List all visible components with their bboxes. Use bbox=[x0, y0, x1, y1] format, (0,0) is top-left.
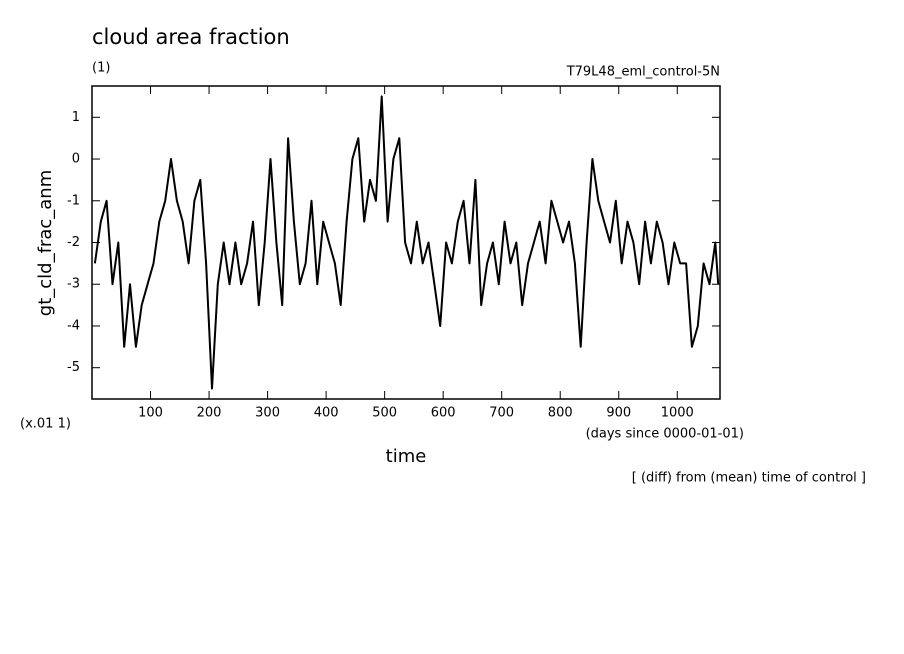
data-line bbox=[93, 95, 720, 390]
x-tick-label: 200 bbox=[197, 406, 222, 421]
run-label: T79L48_eml_control-5N bbox=[566, 65, 720, 80]
y-tick-label: -5 bbox=[67, 360, 80, 375]
y-tick-label: -2 bbox=[67, 235, 80, 250]
x-tick-label: 300 bbox=[255, 406, 280, 421]
y-tick-label: 1 bbox=[72, 110, 80, 125]
y-tick-label: -3 bbox=[67, 277, 80, 292]
x-tick-label: 800 bbox=[548, 406, 573, 421]
subtitle: (1) bbox=[92, 61, 110, 76]
y-tick-label: -4 bbox=[67, 318, 80, 333]
x-unit-label: (days since 0000-01-01) bbox=[586, 427, 744, 442]
x-tick-label: 1000 bbox=[661, 406, 694, 421]
y-tick-label: -1 bbox=[67, 193, 80, 208]
y-unit-label: (x.01 1) bbox=[20, 417, 71, 432]
annotation: [ (diff) from (mean) time of control ] bbox=[632, 471, 866, 486]
x-tick-label: 100 bbox=[138, 406, 163, 421]
y-axis-label: gt_cld_frac_anm bbox=[35, 170, 56, 316]
y-tick-label: 0 bbox=[72, 152, 80, 167]
x-tick-label: 900 bbox=[606, 406, 631, 421]
x-axis-label: time bbox=[386, 446, 427, 467]
x-tick-label: 700 bbox=[489, 406, 514, 421]
x-tick-label: 600 bbox=[431, 406, 456, 421]
chart-title: cloud area fraction bbox=[92, 25, 290, 49]
x-tick-label: 500 bbox=[372, 406, 397, 421]
x-tick-label: 400 bbox=[314, 406, 339, 421]
